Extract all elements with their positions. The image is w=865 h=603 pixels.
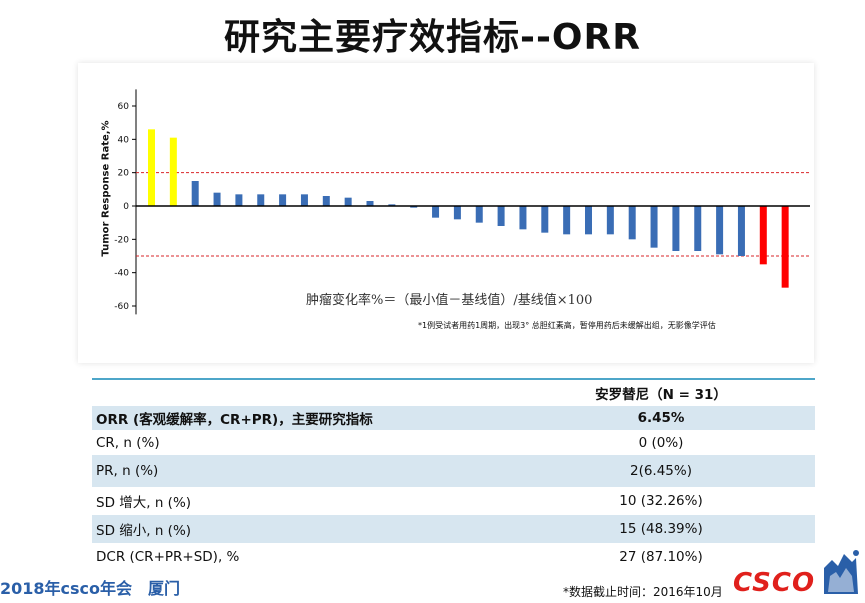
bar (650, 206, 658, 248)
data-cutoff-note: *数据截止时间：2016年10月 (563, 585, 723, 599)
bar (235, 194, 243, 206)
bar (322, 196, 330, 206)
table-header-drug: 安罗替尼（N = 31） (507, 378, 815, 406)
row-value: 10 (32.26%) (619, 493, 703, 509)
table-header-row: 安罗替尼（N = 31） (92, 378, 815, 406)
y-tick-label: 40 (118, 135, 130, 145)
y-tick-label: 0 (123, 202, 129, 212)
row-label: CR, n (%) (96, 434, 160, 451)
bar (279, 194, 287, 206)
slide-title: 研究主要疗效指标--ORR (224, 17, 641, 58)
table-row: PR, n (%) 2(6.45%) (92, 455, 815, 487)
bar (737, 206, 745, 256)
row-label: PR, n (%) (92, 455, 507, 487)
bar (541, 206, 549, 233)
bar (366, 201, 374, 206)
bar (475, 206, 483, 223)
bar (563, 206, 571, 235)
bar (191, 181, 199, 206)
bar (497, 206, 505, 226)
y-tick-label: -60 (114, 302, 129, 312)
row-value: 15 (48.39%) (507, 515, 815, 543)
table-row: CR, n (%) 0 (0%) (92, 430, 815, 455)
y-tick-label: 20 (118, 169, 130, 179)
conference-label: 2018年csco年会 厦门 (0, 579, 181, 598)
bar (410, 206, 418, 208)
waterfall-chart: 60 40 20 0 -20 -40 -60 Tumor Response Rate,% 肿… (78, 63, 814, 363)
chart-canvas: 60 40 20 0 -20 -40 -60 (114, 89, 810, 315)
row-label: ORR (客观缓解率，CR+PR)，主要研究指标 (92, 406, 507, 430)
row-value: 6.45% (507, 406, 815, 430)
bar (694, 206, 702, 251)
chart-formula: 肿瘤变化率%＝（最小值－基线值）/基线值×100 (306, 293, 593, 308)
row-value: 2(6.45%) (507, 455, 815, 487)
bar (257, 194, 265, 206)
results-table: 安罗替尼（N = 31） ORR (客观缓解率，CR+PR)，主要研究指标 6.… (92, 378, 815, 571)
bar (453, 206, 461, 220)
bar (672, 206, 680, 251)
csco-emblem-icon (824, 550, 859, 594)
y-tick-label: -40 (114, 269, 129, 279)
y-tick-label: -20 (114, 235, 129, 245)
table-row: ORR (客观缓解率，CR+PR)，主要研究指标 6.45% (92, 406, 815, 430)
bar (432, 206, 440, 218)
bar (388, 204, 396, 206)
bar (519, 206, 527, 230)
table-row: SD 缩小, n (%) 15 (48.39%) (92, 515, 815, 543)
bar (585, 206, 592, 235)
bar (716, 206, 724, 255)
row-value: 27 (87.10%) (619, 549, 703, 565)
row-value: 0 (0%) (638, 434, 684, 451)
row-label: SD 增大, n (%) (96, 495, 192, 511)
bar (213, 192, 221, 206)
bar (169, 137, 177, 206)
bar (148, 129, 155, 206)
table-row: DCR (CR+PR+SD), % 27 (87.10%) (92, 543, 815, 571)
y-tick-label: 60 (118, 102, 130, 112)
table-header-blank (92, 378, 507, 406)
bar (344, 197, 352, 206)
row-label: SD 缩小, n (%) (92, 515, 507, 543)
table-row: SD 增大, n (%) 10 (32.26%) (92, 487, 815, 515)
y-axis-label: Tumor Response Rate,% (100, 120, 112, 257)
csco-logo: CSCO (733, 568, 816, 598)
chart-footnote: *1例受试者用药1周期，出现3° 总胆红素高，暂停用药后未缓解出组，无影像学评估 (418, 321, 716, 330)
bar (759, 206, 767, 265)
bar (781, 206, 789, 288)
bar (606, 206, 614, 235)
bar (628, 206, 636, 240)
row-label: DCR (CR+PR+SD), % (96, 549, 240, 565)
bar (300, 194, 308, 206)
